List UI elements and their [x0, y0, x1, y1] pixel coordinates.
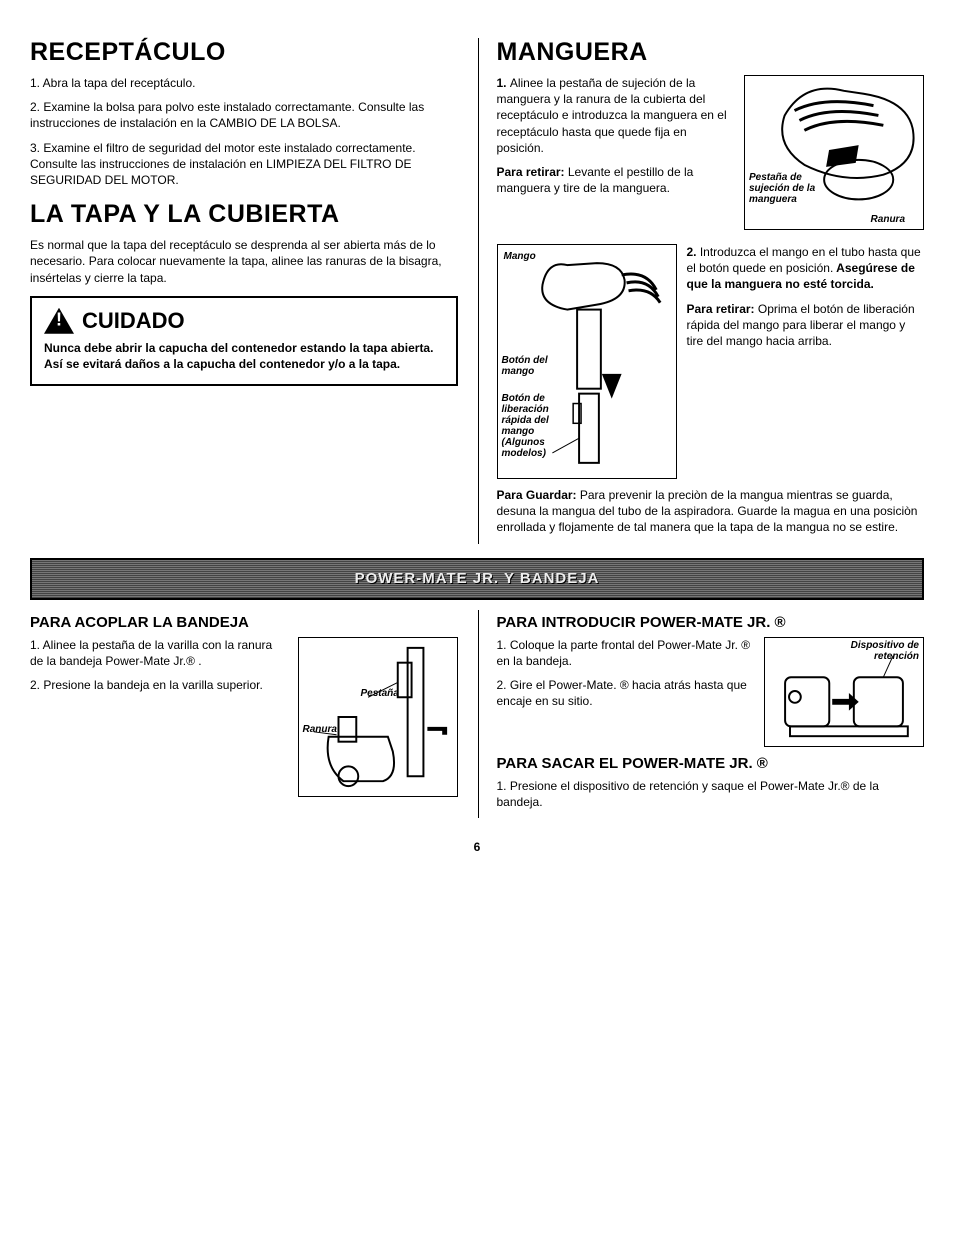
fig2-label-liberar: Botón de liberación rápida del mango (Al…: [502, 393, 572, 459]
page-number: 6: [30, 840, 924, 854]
acoplar-p2: 2. Presione la bandeja en la varilla sup…: [30, 677, 288, 693]
left-column: RECEPTÁCULO 1. Abra la tapa del receptác…: [30, 38, 458, 544]
manguera-heading: MANGUERA: [497, 38, 925, 67]
acoplar-text: 1. Alinee la pestaña de la varilla con l…: [30, 637, 288, 797]
retirar2-label: Para retirar:: [687, 302, 755, 316]
introducir-row: 1. Coloque la parte frontal del Power-Ma…: [497, 637, 925, 747]
manguera-retirar1: Para retirar: Levante el pestillo de la …: [497, 164, 735, 196]
caution-header: CUIDADO: [44, 308, 444, 334]
sacar-heading: PARA SACAR EL POWER-MATE JR. ®: [497, 755, 925, 772]
receptaculo-heading: RECEPTÁCULO: [30, 38, 458, 67]
introducir-fig-container: Dispositivo de retención: [764, 637, 924, 747]
fig2-label-boton: Botón del mango: [502, 355, 557, 377]
lower-left-column: PARA ACOPLAR LA BANDEJA 1. Alinee la pes…: [30, 610, 458, 818]
acoplar-heading: PARA ACOPLAR LA BANDEJA: [30, 614, 458, 631]
sacar-p1: 1. Presione el dispositivo de retención …: [497, 778, 925, 810]
fig-pestana-label: Pestaña: [361, 688, 399, 699]
introducir-p1: 1. Coloque la parte frontal del Power-Ma…: [497, 637, 755, 669]
manguera-retirar2: Para retirar: Oprima el botón de liberac…: [687, 301, 925, 350]
receptaculo-p1: 1. Abra la tapa del receptáculo.: [30, 75, 458, 91]
hose-diagram-1: Pestaña de sujeción de la manguera Ranur…: [744, 75, 924, 230]
caution-text: Nunca debe abrir la capucha del contened…: [44, 340, 444, 372]
p1-body: Alinee la pestaña de sujeción de la mang…: [497, 76, 727, 155]
manguera-p2: 2. Introduzca el mango en el tubo hasta …: [687, 244, 925, 293]
section-banner: POWER-MATE JR. Y BANDEJA: [30, 558, 924, 600]
guardar-label: Para Guardar:: [497, 488, 577, 502]
manguera-top-row: 1. Alinee la pestaña de sujeción de la m…: [497, 75, 925, 240]
acoplar-p1: 1. Alinee la pestaña de la varilla con l…: [30, 637, 288, 669]
manguera-text-2: 2. Introduzca el mango en el tubo hasta …: [687, 244, 925, 487]
bandeja-diagram: Pestaña Ranura: [298, 637, 458, 797]
upper-section: RECEPTÁCULO 1. Abra la tapa del receptác…: [30, 38, 924, 544]
manguera-mid-row: Mango Botón del mango Botón de liberació…: [497, 244, 925, 487]
p2-prefix: 2.: [687, 245, 700, 259]
lower-right-column: PARA INTRODUCIR POWER-MATE JR. ® 1. Colo…: [478, 610, 925, 818]
fig2-label-mango: Mango: [504, 251, 536, 262]
banner-title: POWER-MATE JR. Y BANDEJA: [355, 570, 600, 587]
hose-diagram-2: Mango Botón del mango Botón de liberació…: [497, 244, 677, 479]
right-column: MANGUERA 1. Alinee la pestaña de sujeció…: [478, 38, 925, 544]
p1-prefix: 1.: [497, 76, 510, 90]
manguera-p1: 1. Alinee la pestaña de sujeción de la m…: [497, 75, 735, 156]
introducir-p2: 2. Gire el Power-Mate. ® hacia atrás has…: [497, 677, 755, 709]
tapa-heading: LA TAPA Y LA CUBIERTA: [30, 200, 458, 229]
hose-illustration-1: [745, 76, 923, 229]
acoplar-row: 1. Alinee la pestaña de la varilla con l…: [30, 637, 458, 797]
caution-title: CUIDADO: [82, 308, 185, 334]
fig2-container: Mango Botón del mango Botón de liberació…: [497, 244, 677, 487]
fig1-label-pestana: Pestaña de sujeción de la manguera: [749, 172, 819, 205]
fig1-label-ranura: Ranura: [871, 214, 905, 225]
caution-box: CUIDADO Nunca debe abrir la capucha del …: [30, 296, 458, 386]
retirar-label: Para retirar:: [497, 165, 565, 179]
introducir-heading: PARA INTRODUCIR POWER-MATE JR. ®: [497, 614, 925, 631]
warning-icon: [44, 308, 74, 334]
fig-retencion-label: Dispositivo de retención: [829, 640, 919, 662]
powermate-diagram: Dispositivo de retención: [764, 637, 924, 747]
receptaculo-p3: 3. Examine el filtro de seguridad del mo…: [30, 140, 458, 189]
manguera-text-1: 1. Alinee la pestaña de sujeción de la m…: [497, 75, 735, 240]
fig1-container: Pestaña de sujeción de la manguera Ranur…: [744, 75, 924, 240]
lower-section: PARA ACOPLAR LA BANDEJA 1. Alinee la pes…: [30, 610, 924, 818]
receptaculo-p2: 2. Examine la bolsa para polvo este inst…: [30, 99, 458, 131]
acoplar-fig-container: Pestaña Ranura: [298, 637, 458, 797]
introducir-text: 1. Coloque la parte frontal del Power-Ma…: [497, 637, 755, 747]
bandeja-illustration: [299, 638, 457, 796]
fig-ranura-label: Ranura: [303, 724, 337, 735]
tapa-p1: Es normal que la tapa del receptáculo se…: [30, 237, 458, 286]
manguera-guardar: Para Guardar: Para prevenir la preciòn d…: [497, 487, 925, 536]
page: RECEPTÁCULO 1. Abra la tapa del receptác…: [30, 38, 924, 854]
